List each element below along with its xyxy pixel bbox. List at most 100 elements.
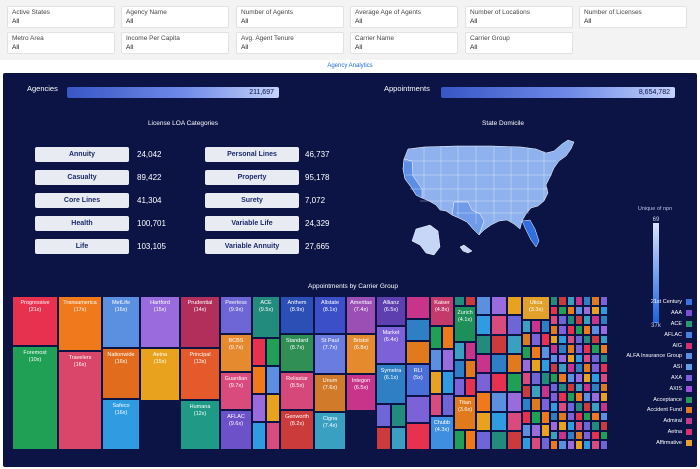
treemap-small-tile[interactable]: [540, 385, 550, 398]
treemap-small-tile[interactable]: [391, 404, 406, 427]
treemap-legend-item[interactable]: Affirmative: [614, 437, 692, 448]
treemap-small-tile[interactable]: [252, 366, 266, 394]
treemap-legend-item[interactable]: 21st Century: [614, 297, 692, 308]
treemap-small-tile[interactable]: [491, 315, 507, 335]
treemap-small-tile[interactable]: [558, 315, 567, 325]
treemap-small-tile[interactable]: [491, 411, 507, 431]
treemap-small-tile[interactable]: [266, 394, 280, 422]
treemap-small-tile[interactable]: [522, 320, 532, 333]
treemap-small-tile[interactable]: [266, 422, 280, 450]
treemap-small-tile[interactable]: [599, 392, 608, 402]
treemap-small-tile[interactable]: [558, 324, 567, 335]
treemap-small-tile[interactable]: [558, 296, 567, 306]
treemap-legend-item[interactable]: Accident Fund: [614, 405, 692, 416]
treemap-small-tile[interactable]: [531, 385, 541, 398]
treemap-small-tile[interactable]: [442, 326, 454, 349]
treemap-small-tile[interactable]: [550, 363, 559, 373]
treemap-small-tile[interactable]: [540, 372, 550, 385]
treemap-small-tile[interactable]: [531, 372, 541, 385]
treemap-tile-peerless[interactable]: Peerless (9.9x): [220, 296, 252, 334]
treemap-small-tile[interactable]: [583, 401, 592, 412]
treemap-small-tile[interactable]: [476, 296, 492, 316]
filter-avg-agent-tenure[interactable]: Avg. Agent Tenure All: [236, 32, 344, 54]
treemap-tile-safeco[interactable]: Safeco (16x): [102, 399, 140, 450]
treemap-small-tile[interactable]: [591, 334, 600, 345]
treemap-small-tile[interactable]: [430, 348, 442, 371]
treemap-tile-standard[interactable]: Standard (8.7x): [280, 334, 314, 372]
treemap-tile-prudential[interactable]: Prudential (14x): [180, 296, 220, 348]
treemap-small-tile[interactable]: [252, 394, 266, 422]
treemap-legend-item[interactable]: Aetna: [614, 427, 692, 438]
treemap-small-tile[interactable]: [476, 315, 492, 335]
treemap-tile-market[interactable]: Market (6.4x): [376, 326, 406, 364]
treemap-small-tile[interactable]: [550, 324, 559, 335]
treemap-tile-travelers[interactable]: Travelers (16x): [58, 351, 102, 450]
treemap-small-tile[interactable]: [574, 440, 584, 450]
treemap-small-tile[interactable]: [583, 305, 592, 316]
treemap-legend-item[interactable]: Admiral: [614, 416, 692, 427]
treemap-small-tile[interactable]: [531, 333, 541, 346]
treemap-tile-principal[interactable]: Principal (13x): [180, 348, 220, 400]
treemap-small-tile[interactable]: [591, 363, 600, 373]
treemap-small-tile[interactable]: [574, 344, 584, 354]
treemap-small-tile[interactable]: [558, 344, 567, 354]
treemap-small-tile[interactable]: [583, 440, 592, 450]
treemap-small-tile[interactable]: [558, 382, 567, 393]
filter-income-per-capita[interactable]: Income Per Capita All: [121, 32, 229, 54]
treemap-small-tile[interactable]: [558, 334, 567, 345]
treemap-small-tile[interactable]: [430, 393, 442, 416]
treemap-small-tile[interactable]: [476, 373, 492, 393]
treemap-tile-progressive[interactable]: Progressive (21x): [12, 296, 58, 346]
treemap-small-tile[interactable]: [583, 324, 592, 335]
treemap-tile-hartford[interactable]: Hartford (15x): [140, 296, 180, 348]
filter-active-states[interactable]: Active States All: [7, 6, 115, 28]
treemap-legend-item[interactable]: AFLAC: [614, 329, 692, 340]
lob-button-personal-lines[interactable]: Personal Lines: [205, 147, 299, 162]
treemap-legend-item[interactable]: AXA: [614, 373, 692, 384]
treemap-small-tile[interactable]: [506, 353, 522, 373]
treemap-tile-chubb[interactable]: Chubb (4.3x): [430, 416, 454, 450]
treemap-small-tile[interactable]: [566, 401, 575, 412]
treemap-small-tile[interactable]: [599, 324, 608, 335]
treemap-small-tile[interactable]: [566, 344, 575, 354]
treemap-tile-allstate[interactable]: Allstate (8.1x): [314, 296, 346, 334]
treemap-small-tile[interactable]: [566, 373, 575, 383]
treemap-small-tile[interactable]: [599, 344, 608, 354]
treemap-small-tile[interactable]: [550, 373, 559, 383]
treemap-small-tile[interactable]: [406, 423, 430, 450]
treemap-small-tile[interactable]: [540, 346, 550, 359]
treemap-small-tile[interactable]: [583, 315, 592, 325]
lob-button-life[interactable]: Life: [35, 239, 129, 254]
treemap-small-tile[interactable]: [454, 430, 465, 450]
filter-carrier-group[interactable]: Carrier Group All: [465, 32, 573, 54]
filter-metro-area[interactable]: Metro Area All: [7, 32, 115, 54]
treemap-small-tile[interactable]: [522, 333, 532, 346]
treemap-small-tile[interactable]: [574, 334, 584, 345]
treemap-small-tile[interactable]: [550, 315, 559, 325]
treemap-small-tile[interactable]: [599, 296, 608, 306]
treemap-small-tile[interactable]: [566, 353, 575, 364]
treemap-small-tile[interactable]: [574, 353, 584, 364]
treemap-small-tile[interactable]: [406, 296, 430, 319]
treemap-small-tile[interactable]: [476, 334, 492, 354]
treemap-tile-metlife[interactable]: MetLife (16x): [102, 296, 140, 348]
treemap-small-tile[interactable]: [442, 348, 454, 371]
treemap-small-tile[interactable]: [583, 430, 592, 441]
treemap-small-tile[interactable]: [558, 411, 567, 422]
treemap-small-tile[interactable]: [591, 440, 600, 450]
treemap-legend-item[interactable]: ALFA Insurance Group: [614, 351, 692, 362]
treemap-small-tile[interactable]: [506, 334, 522, 354]
treemap-small-tile[interactable]: [599, 305, 608, 316]
treemap-small-tile[interactable]: [430, 326, 442, 349]
treemap-small-tile[interactable]: [599, 430, 608, 441]
treemap-tile-bristol[interactable]: Bristol (6.8x): [346, 334, 376, 374]
treemap-small-tile[interactable]: [522, 437, 532, 450]
treemap-small-tile[interactable]: [558, 373, 567, 383]
treemap-small-tile[interactable]: [583, 334, 592, 345]
treemap-small-tile[interactable]: [599, 334, 608, 345]
treemap-small-tile[interactable]: [558, 430, 567, 441]
treemap-small-tile[interactable]: [540, 333, 550, 346]
lob-button-surety[interactable]: Surety: [205, 193, 299, 208]
treemap-small-tile[interactable]: [574, 430, 584, 441]
treemap-tile-guardian[interactable]: Guardian (9.7x): [220, 372, 252, 410]
